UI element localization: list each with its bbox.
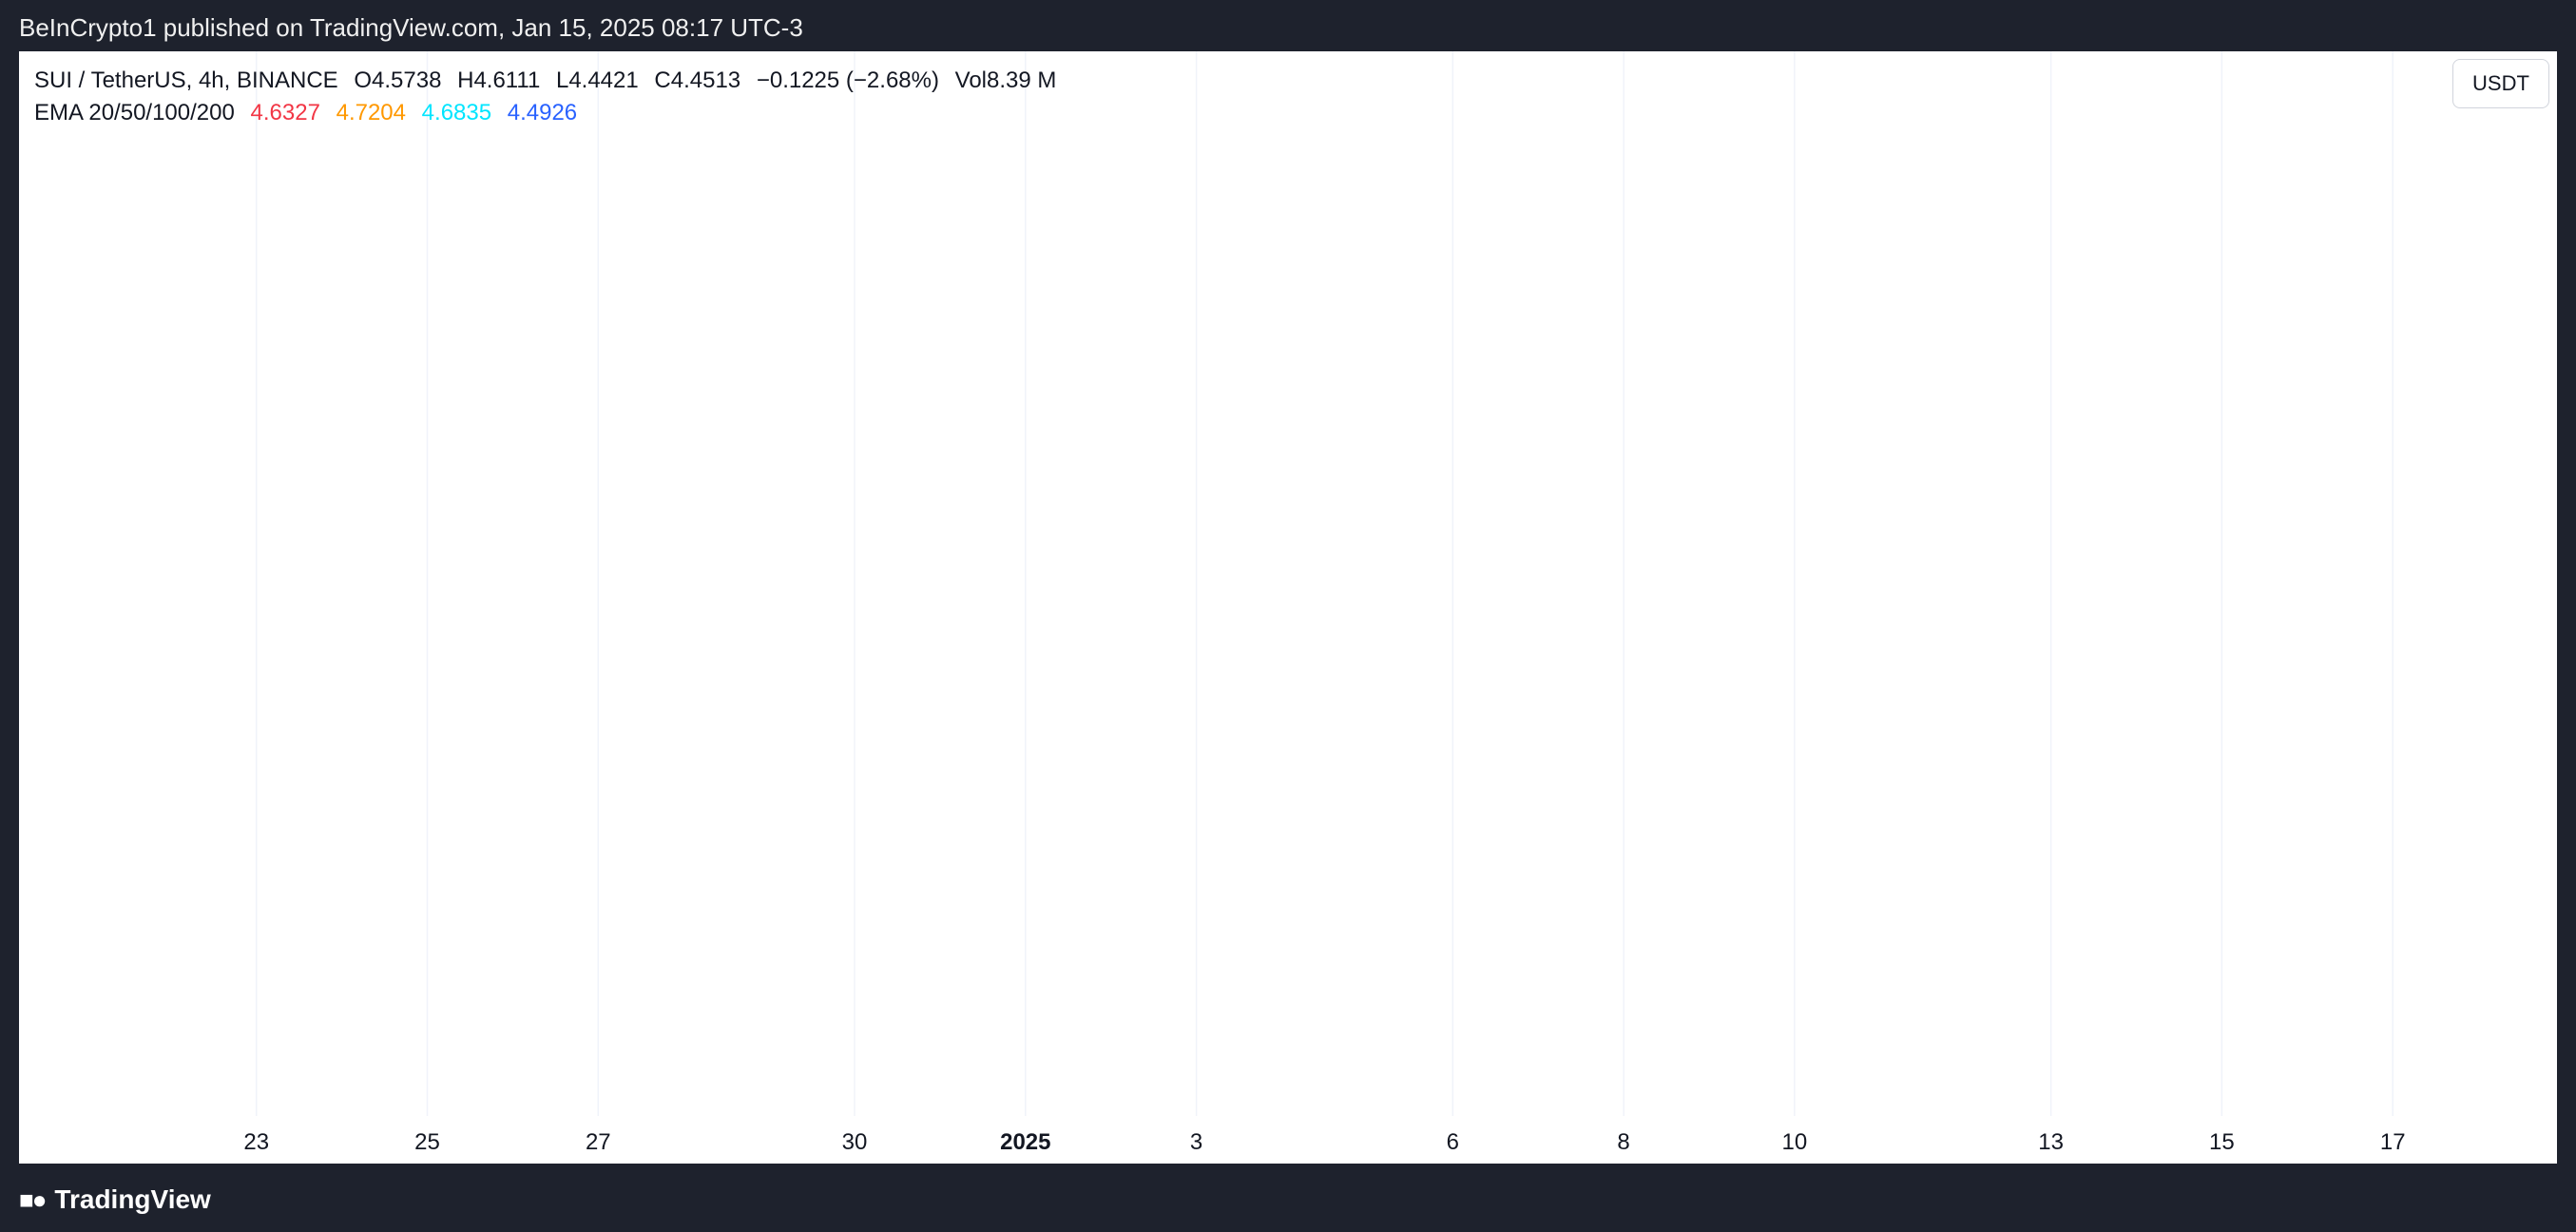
tradingview-brand: TradingView bbox=[54, 1184, 211, 1214]
currency-button[interactable]: USDT bbox=[2452, 59, 2549, 108]
chart-legend: SUI / TetherUS, 4h, BINANCE O4.5738 H4.6… bbox=[34, 65, 1066, 129]
tradingview-logo[interactable]: ■● TradingView bbox=[19, 1184, 211, 1215]
x-tick-label: 25 bbox=[414, 1129, 440, 1155]
top-bar: BeInCrypto1 published on TradingView.com… bbox=[0, 0, 2576, 51]
x-tick-label: 27 bbox=[586, 1129, 611, 1155]
x-tick-label: 15 bbox=[2209, 1129, 2235, 1155]
grid bbox=[255, 51, 2393, 1116]
bottom-bar: ■● TradingView bbox=[0, 1164, 2576, 1232]
legend-row-ohlc: SUI / TetherUS, 4h, BINANCE O4.5738 H4.6… bbox=[34, 65, 1066, 97]
chart-panel[interactable]: 5.40005.30005.20005.10005.00004.80004.70… bbox=[19, 51, 2557, 1164]
legend-high: H4.6111 bbox=[457, 67, 541, 93]
legend-open: O4.5738 bbox=[354, 67, 442, 93]
legend-ema-label[interactable]: EMA 20/50/100/200 bbox=[34, 100, 235, 125]
legend-ema50: 4.7204 bbox=[336, 100, 406, 125]
tradingview-logo-icon: ■● bbox=[19, 1184, 47, 1214]
x-tick-label: 3 bbox=[1190, 1129, 1202, 1155]
x-tick-label: 17 bbox=[2380, 1129, 2406, 1155]
legend-volume: Vol8.39 M bbox=[954, 67, 1057, 93]
x-tick-label: 6 bbox=[1447, 1129, 1459, 1155]
legend-change: −0.1225 (−2.68%) bbox=[756, 67, 939, 93]
axes: 5.40005.30005.20005.10005.00004.80004.70… bbox=[243, 1129, 2406, 1155]
legend-ema20: 4.6327 bbox=[250, 100, 320, 125]
legend-ema100: 4.6835 bbox=[421, 100, 492, 125]
legend-symbol[interactable]: SUI / TetherUS, 4h, BINANCE bbox=[34, 67, 338, 93]
legend-ema200: 4.4926 bbox=[507, 100, 578, 125]
legend-close: C4.4513 bbox=[654, 67, 741, 93]
x-tick-label: 30 bbox=[842, 1129, 868, 1155]
x-tick-label: 8 bbox=[1617, 1129, 1629, 1155]
x-tick-label: 13 bbox=[2038, 1129, 2064, 1155]
price-chart[interactable]: 5.40005.30005.20005.10005.00004.80004.70… bbox=[19, 51, 2557, 1164]
publish-info: BeInCrypto1 published on TradingView.com… bbox=[19, 13, 803, 42]
legend-row-ema: EMA 20/50/100/200 4.6327 4.7204 4.6835 4… bbox=[34, 97, 1066, 129]
legend-low: L4.4421 bbox=[555, 67, 639, 93]
x-tick-label: 10 bbox=[1782, 1129, 1808, 1155]
x-tick-label: 23 bbox=[243, 1129, 269, 1155]
x-tick-label: 2025 bbox=[1000, 1129, 1050, 1155]
